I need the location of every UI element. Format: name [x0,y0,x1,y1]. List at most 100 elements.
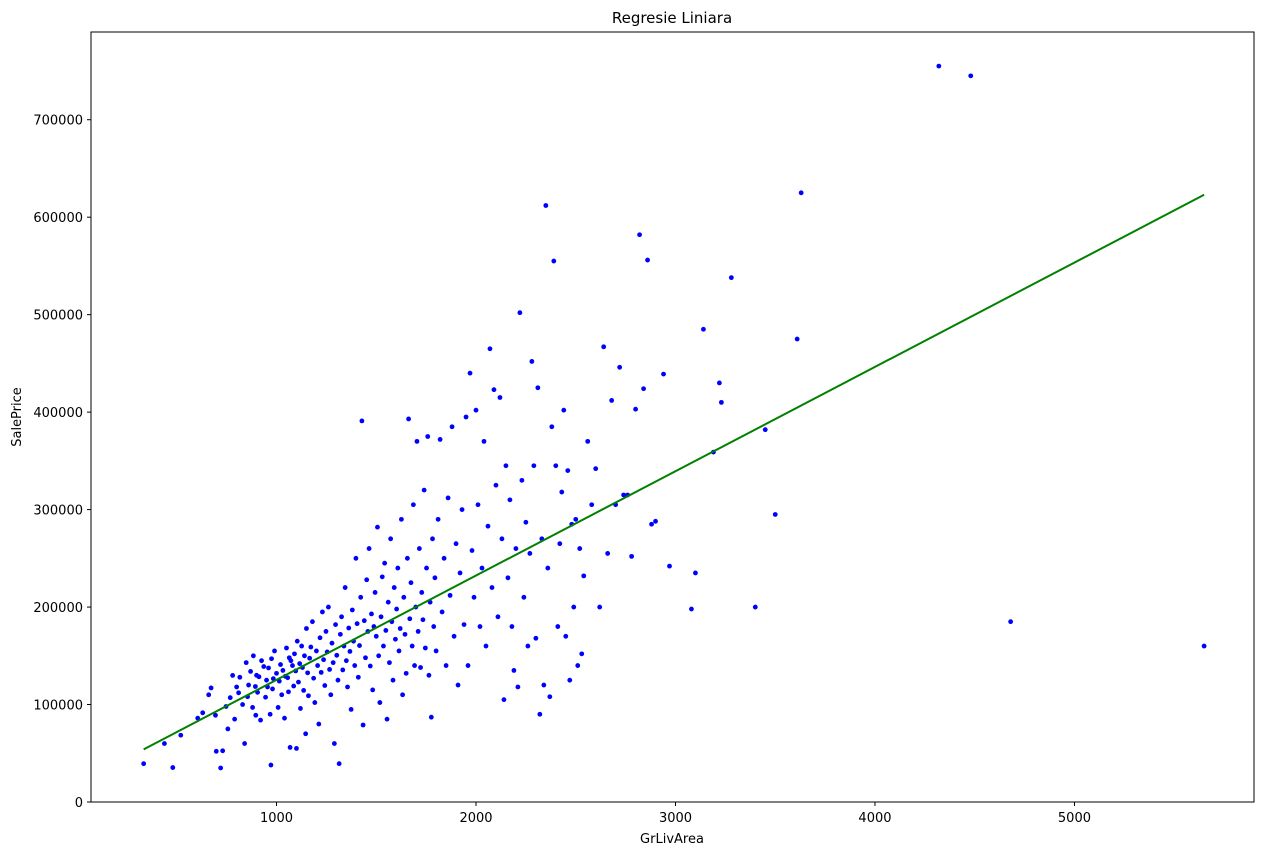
data-point [410,502,416,508]
data-point [398,516,404,522]
data-point [343,658,349,664]
data-point [422,645,428,651]
data-point [465,663,471,668]
data-point [716,380,722,386]
scatter-points [141,63,1207,771]
data-point [200,710,206,716]
data-point [290,663,295,668]
data-point [234,684,240,690]
data-point [637,232,642,238]
data-point [364,577,370,583]
y-tick-label: 700000 [33,114,83,129]
data-point [653,518,658,524]
data-point [557,541,563,547]
data-point [297,661,303,666]
data-point [220,748,226,754]
data-point [306,693,311,699]
data-point [236,690,242,696]
data-point [261,664,267,669]
data-point [162,741,167,746]
data-point [372,590,378,595]
data-point [412,663,417,668]
data-point [240,702,246,707]
data-point [432,575,438,581]
data-point [435,516,441,522]
data-point [621,492,627,498]
data-point [794,336,800,342]
data-point [469,548,475,553]
x-tick-label: 5000 [1058,811,1091,826]
data-point [248,668,253,674]
data-point [298,706,303,711]
data-point [250,653,256,659]
data-point [519,477,525,483]
data-point [266,665,271,671]
data-point [545,565,551,571]
data-point [349,607,355,613]
data-point [575,663,581,668]
data-point [264,677,269,683]
data-point [553,463,559,469]
data-point [263,694,268,700]
data-point [477,624,483,629]
data-point [547,694,553,700]
data-point [327,667,332,672]
data-point [382,560,388,566]
data-point [337,631,343,637]
data-point [141,761,147,767]
data-point [287,745,293,750]
data-point [379,574,385,580]
data-point [315,663,321,668]
data-point [407,616,413,622]
data-point [497,395,503,400]
data-point [288,658,294,664]
data-point [352,663,358,668]
data-point [424,565,429,571]
data-point [1201,643,1207,649]
data-point [360,722,366,728]
data-point [549,424,555,430]
x-tick-label: 2000 [459,811,492,826]
data-point [641,386,646,392]
data-point [400,692,405,698]
data-point [390,677,396,683]
data-point [426,672,432,678]
data-point [258,717,263,723]
data-point [296,679,301,685]
data-point [285,675,291,681]
data-point [307,655,313,661]
data-point [633,406,638,412]
regression-line [143,193,1205,751]
data-point [439,609,445,615]
data-point [278,662,283,667]
data-point [252,684,258,689]
data-point [311,675,317,681]
data-point [593,466,599,472]
data-point [693,570,698,576]
y-tick-label: 500000 [33,309,83,324]
data-point [559,489,565,495]
data-point [367,663,373,669]
data-point [772,512,778,517]
data-point [475,502,481,508]
data-point [461,622,467,628]
data-point [373,633,379,639]
data-point [533,635,539,641]
data-point [441,555,447,561]
data-point [409,643,415,649]
data-point [370,687,376,693]
data-point [798,190,804,196]
plot-frame [90,31,1255,803]
data-point [316,721,322,727]
y-axis: 0 100000 200000 300000 400000 500000 600000 700… [33,114,91,811]
data-point [517,310,523,316]
data-point [225,726,231,732]
data-point [447,592,453,598]
data-point [347,649,353,654]
data-point [513,546,519,551]
data-point [529,359,535,364]
data-point [340,667,346,673]
data-point [563,633,569,639]
data-point [481,438,487,444]
data-point [325,604,331,610]
